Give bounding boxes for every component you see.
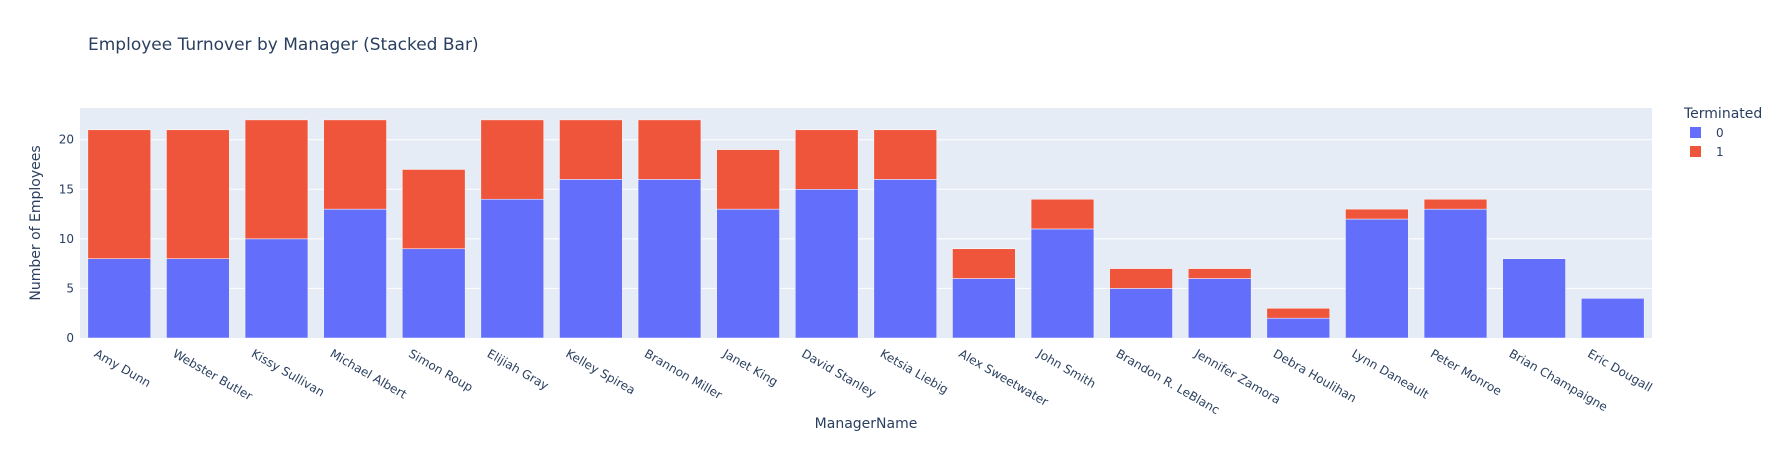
bar-segment bbox=[559, 179, 623, 339]
x-tick-label: Peter Monroe bbox=[1428, 346, 1504, 398]
bar-segment bbox=[1345, 208, 1409, 220]
bar-segment bbox=[323, 208, 387, 339]
plot-area bbox=[80, 108, 1652, 338]
x-tick-label: Kelley Spirea bbox=[563, 346, 637, 397]
bar-segment bbox=[716, 149, 780, 210]
y-tick-label: 15 bbox=[59, 182, 74, 196]
y-tick-label: 10 bbox=[59, 232, 74, 246]
x-axis-title: ManagerName bbox=[815, 416, 918, 432]
bar-segment bbox=[1423, 208, 1488, 339]
x-tick-label: Amy Dunn bbox=[92, 346, 153, 390]
bar-segment bbox=[1581, 298, 1645, 339]
x-tick-label: Brannon Miller bbox=[642, 346, 725, 402]
bar-segment bbox=[1423, 198, 1488, 210]
legend-title: Terminated bbox=[1683, 106, 1762, 122]
bar-segment bbox=[952, 248, 1016, 279]
bar-segment bbox=[873, 129, 937, 180]
bar-segment bbox=[1502, 258, 1566, 339]
x-tick-label: Eric Dougall bbox=[1585, 346, 1654, 394]
bar-segment bbox=[873, 179, 937, 339]
bar-segment bbox=[1188, 268, 1252, 279]
bar-segment bbox=[244, 119, 309, 240]
chart-title: Employee Turnover by Manager (Stacked Ba… bbox=[88, 35, 479, 55]
bar-segment bbox=[1266, 308, 1330, 319]
bar-segment bbox=[1030, 228, 1095, 339]
bar-segment bbox=[1188, 278, 1252, 339]
x-tick-label: Michael Albert bbox=[328, 346, 410, 401]
bar-segment bbox=[716, 208, 780, 339]
x-tick-label: Kissy Sullivan bbox=[249, 346, 327, 399]
bar-segment bbox=[87, 258, 151, 339]
legend-swatch bbox=[1690, 127, 1701, 138]
bar-segment bbox=[795, 189, 859, 339]
bar-segment bbox=[480, 198, 544, 339]
bar-segment bbox=[1109, 268, 1173, 289]
legend-swatch bbox=[1690, 146, 1701, 157]
bar-segment bbox=[1030, 198, 1095, 230]
x-tick-label: Debra Houlihan bbox=[1271, 346, 1359, 405]
bar-segment bbox=[480, 119, 544, 200]
x-tick-label: Janet King bbox=[720, 346, 781, 389]
bar-segment bbox=[1266, 317, 1330, 339]
y-axis-title: Number of Employees bbox=[28, 145, 44, 300]
x-tick-label: Ketsia Liebig bbox=[878, 346, 951, 396]
bar-segment bbox=[244, 238, 309, 339]
x-tick-label: Lynn Daneault bbox=[1349, 346, 1431, 401]
x-tick-label: Simon Roup bbox=[406, 346, 475, 394]
y-tick-label: 5 bbox=[66, 281, 74, 295]
bar-segment bbox=[402, 169, 466, 250]
bar-segment bbox=[559, 119, 623, 180]
bar-segment bbox=[166, 258, 230, 339]
legend: Terminated 0 1 bbox=[1683, 106, 1762, 159]
x-tick-label: John Smith bbox=[1034, 346, 1098, 391]
bar-segment bbox=[637, 119, 702, 180]
bar-segment bbox=[87, 129, 151, 259]
x-tick-label: Webster Butler bbox=[170, 346, 255, 403]
x-tick-label: Elijiah Gray bbox=[485, 346, 551, 392]
bar-segment bbox=[952, 278, 1016, 339]
x-tick-label: David Stanley bbox=[799, 346, 878, 400]
bar-segment bbox=[402, 248, 466, 339]
bar-segment bbox=[1109, 288, 1173, 339]
bars bbox=[87, 119, 1645, 339]
bar-segment bbox=[166, 129, 230, 259]
bar-segment bbox=[323, 119, 387, 210]
bar-segment bbox=[1345, 218, 1409, 339]
y-axis-ticks: 0 5 10 15 20 bbox=[59, 133, 74, 345]
bar-segment bbox=[795, 129, 859, 190]
legend-label: 1 bbox=[1716, 145, 1724, 159]
y-tick-label: 0 bbox=[66, 331, 74, 345]
legend-label: 0 bbox=[1716, 126, 1724, 140]
y-tick-label: 20 bbox=[59, 133, 74, 147]
bar-segment bbox=[637, 179, 702, 339]
